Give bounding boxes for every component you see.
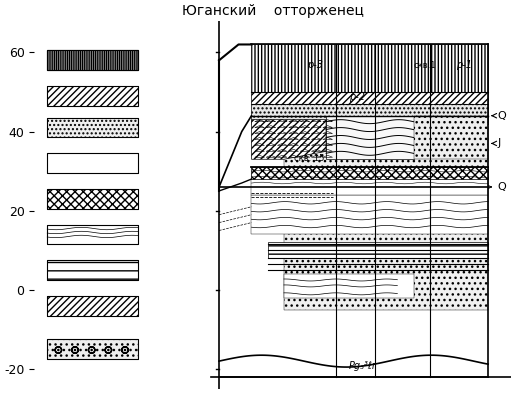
Polygon shape <box>268 242 488 258</box>
Bar <box>47 260 138 280</box>
Text: р-3: р-3 <box>306 60 322 70</box>
Bar <box>47 118 138 138</box>
Text: скв. 15: скв. 15 <box>294 154 324 163</box>
Polygon shape <box>414 116 488 159</box>
Polygon shape <box>251 179 488 195</box>
Bar <box>47 296 138 316</box>
Polygon shape <box>251 167 488 179</box>
Bar <box>47 260 138 280</box>
Polygon shape <box>251 92 488 104</box>
Bar <box>47 50 138 70</box>
Polygon shape <box>251 120 326 159</box>
Text: J: J <box>492 138 501 149</box>
Text: скв.1: скв.1 <box>414 61 436 70</box>
Polygon shape <box>251 104 488 124</box>
Bar <box>47 50 138 70</box>
Text: р-2: р-2 <box>349 92 365 102</box>
Bar <box>47 189 138 209</box>
Bar <box>47 50 138 70</box>
Bar <box>47 153 138 173</box>
Bar <box>47 153 138 173</box>
Polygon shape <box>251 44 488 92</box>
Title: Юганский    отторженец: Юганский отторженец <box>182 4 364 18</box>
Polygon shape <box>251 195 488 235</box>
Polygon shape <box>326 116 414 159</box>
Bar <box>47 224 138 244</box>
Bar <box>47 118 138 138</box>
Text: Q: Q <box>492 111 507 121</box>
Bar <box>47 296 138 316</box>
Bar <box>47 340 138 359</box>
Polygon shape <box>219 44 488 377</box>
Bar <box>47 86 138 106</box>
Bar <box>47 86 138 106</box>
Text: Pg₃³ℓг: Pg₃³ℓг <box>349 361 377 371</box>
Text: р-1: р-1 <box>456 60 472 70</box>
Bar <box>47 340 138 359</box>
Bar <box>47 224 138 244</box>
Text: Q: Q <box>487 182 507 192</box>
Polygon shape <box>284 274 414 298</box>
Polygon shape <box>284 124 488 310</box>
Bar <box>47 189 138 209</box>
